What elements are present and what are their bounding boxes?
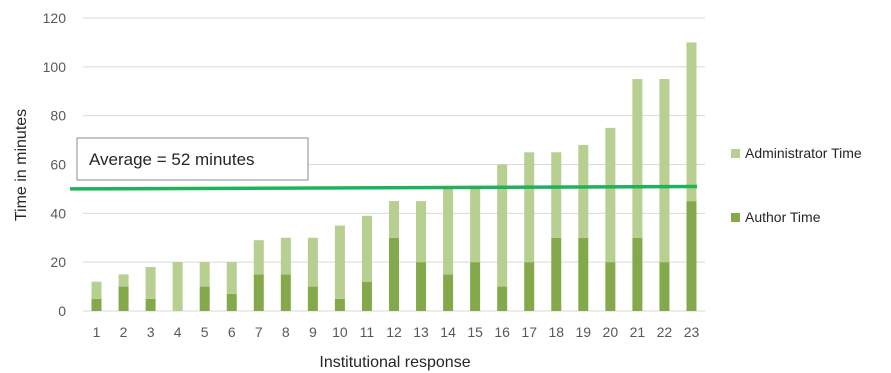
bar-administrator-17	[524, 152, 535, 263]
bar-author-18	[551, 237, 562, 311]
x-tick-label: 16	[494, 324, 510, 340]
bar-administrator-16	[497, 164, 508, 287]
bar-administrator-1	[91, 281, 102, 299]
x-tick-label: 21	[630, 324, 646, 340]
bar-administrator-4	[172, 262, 183, 311]
legend-swatch-author	[731, 213, 740, 222]
bar-administrator-7	[253, 240, 264, 275]
bar-author-23	[686, 201, 697, 311]
bar-author-22	[659, 262, 670, 311]
x-tick-label: 15	[467, 324, 483, 340]
x-tick-label: 12	[386, 324, 402, 340]
x-tick-label: 19	[576, 324, 592, 340]
average-annotation-box	[76, 137, 309, 181]
bar-author-16	[497, 286, 508, 311]
x-tick-label: 2	[120, 324, 128, 340]
x-tick-label: 23	[684, 324, 700, 340]
average-line	[69, 184, 698, 191]
bar-author-2	[118, 286, 129, 311]
x-tick-label: 18	[548, 324, 564, 340]
average-annotation-text: Average = 52 minutes	[89, 150, 255, 169]
bar-administrator-3	[145, 267, 156, 299]
y-tick-label: 40	[50, 205, 66, 221]
bar-administrator-13	[416, 201, 427, 263]
bar-administrator-6	[226, 262, 237, 294]
y-tick-label: 100	[43, 59, 67, 75]
y-tick-label: 120	[43, 10, 67, 26]
bar-administrator-8	[280, 237, 291, 275]
bar-administrator-9	[307, 237, 318, 287]
legend-label-author: Author Time	[745, 209, 821, 225]
bar-author-11	[361, 281, 372, 311]
x-tick-label: 13	[413, 324, 429, 340]
average-annotation: Average = 52 minutes	[76, 137, 309, 181]
bar-author-19	[578, 237, 589, 311]
bar-administrator-20	[605, 127, 616, 263]
y-tick-label: 80	[50, 108, 66, 124]
x-tick-label: 4	[174, 324, 182, 340]
bar-administrator-22	[659, 79, 670, 263]
y-axis-title: Time in minutes	[13, 109, 30, 221]
bar-author-17	[524, 262, 535, 311]
x-tick-label: 8	[282, 324, 290, 340]
bar-administrator-2	[118, 274, 129, 287]
bars	[91, 42, 697, 311]
x-tick-label: 10	[332, 324, 348, 340]
bar-administrator-10	[334, 225, 345, 299]
bar-author-13	[416, 262, 427, 311]
bar-author-8	[280, 274, 291, 311]
bar-administrator-18	[551, 152, 562, 238]
bar-administrator-15	[470, 188, 481, 263]
legend-label-administrator: Administrator Time	[745, 145, 862, 161]
x-tick-label: 14	[440, 324, 456, 340]
legend-swatch-administrator	[731, 149, 740, 158]
bar-author-7	[253, 274, 264, 311]
x-tick-label: 22	[657, 324, 673, 340]
x-tick-label: 17	[521, 324, 537, 340]
bar-administrator-12	[389, 201, 399, 238]
x-tick-label: 20	[603, 324, 619, 340]
x-tick-label: 1	[93, 324, 101, 340]
bar-administrator-5	[199, 262, 210, 287]
y-tick-label: 20	[50, 254, 66, 270]
bar-author-15	[470, 262, 481, 311]
x-tick-label: 3	[147, 324, 155, 340]
x-tick-label: 9	[309, 324, 317, 340]
bar-author-1	[91, 298, 102, 311]
legend: Administrator Time Author Time	[731, 145, 862, 225]
bar-administrator-21	[632, 79, 643, 238]
bar-author-10	[334, 298, 345, 311]
x-tick-labels: 1 2 3 4 5 6 7 8 9 10 11 12 13 14 15 16 17 18 19 20 21 22 23	[93, 324, 700, 340]
bar-administrator-14	[443, 188, 454, 275]
bar-author-3	[145, 298, 156, 311]
bar-author-5	[199, 286, 210, 311]
bar-administrator-11	[361, 215, 372, 282]
y-tick-label: 0	[58, 303, 66, 319]
bar-author-20	[605, 262, 616, 311]
bar-administrator-19	[578, 144, 589, 238]
bar-author-12	[389, 237, 399, 311]
bar-author-21	[632, 237, 643, 311]
x-axis-title: Institutional response	[319, 354, 470, 371]
x-tick-label: 7	[255, 324, 263, 340]
x-tick-label: 11	[360, 324, 375, 340]
y-tick-label: 60	[50, 157, 66, 173]
x-tick-label: 6	[228, 324, 236, 340]
y-tick-labels: 0 20 40 60 80 100 120	[43, 10, 67, 319]
bar-author-6	[226, 293, 237, 311]
bar-author-14	[443, 274, 454, 311]
bar-author-9	[307, 286, 318, 311]
bar-administrator-23	[686, 42, 697, 202]
x-tick-label: 5	[201, 324, 209, 340]
